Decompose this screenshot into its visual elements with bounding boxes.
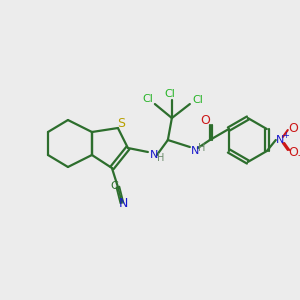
Text: C: C bbox=[110, 181, 118, 191]
Text: Cl: Cl bbox=[164, 89, 175, 99]
Text: H: H bbox=[157, 153, 165, 163]
Text: O: O bbox=[200, 113, 210, 127]
Text: O: O bbox=[288, 122, 298, 134]
Text: H: H bbox=[198, 143, 206, 153]
Text: Cl: Cl bbox=[142, 94, 153, 104]
Text: N: N bbox=[150, 150, 158, 160]
Text: +: + bbox=[282, 130, 289, 140]
Text: O: O bbox=[288, 146, 298, 160]
Text: N: N bbox=[191, 146, 199, 156]
Text: N: N bbox=[119, 197, 129, 211]
Text: S: S bbox=[117, 116, 125, 130]
Text: Cl: Cl bbox=[192, 95, 203, 105]
Text: N: N bbox=[276, 135, 284, 145]
Text: -: - bbox=[297, 150, 300, 160]
